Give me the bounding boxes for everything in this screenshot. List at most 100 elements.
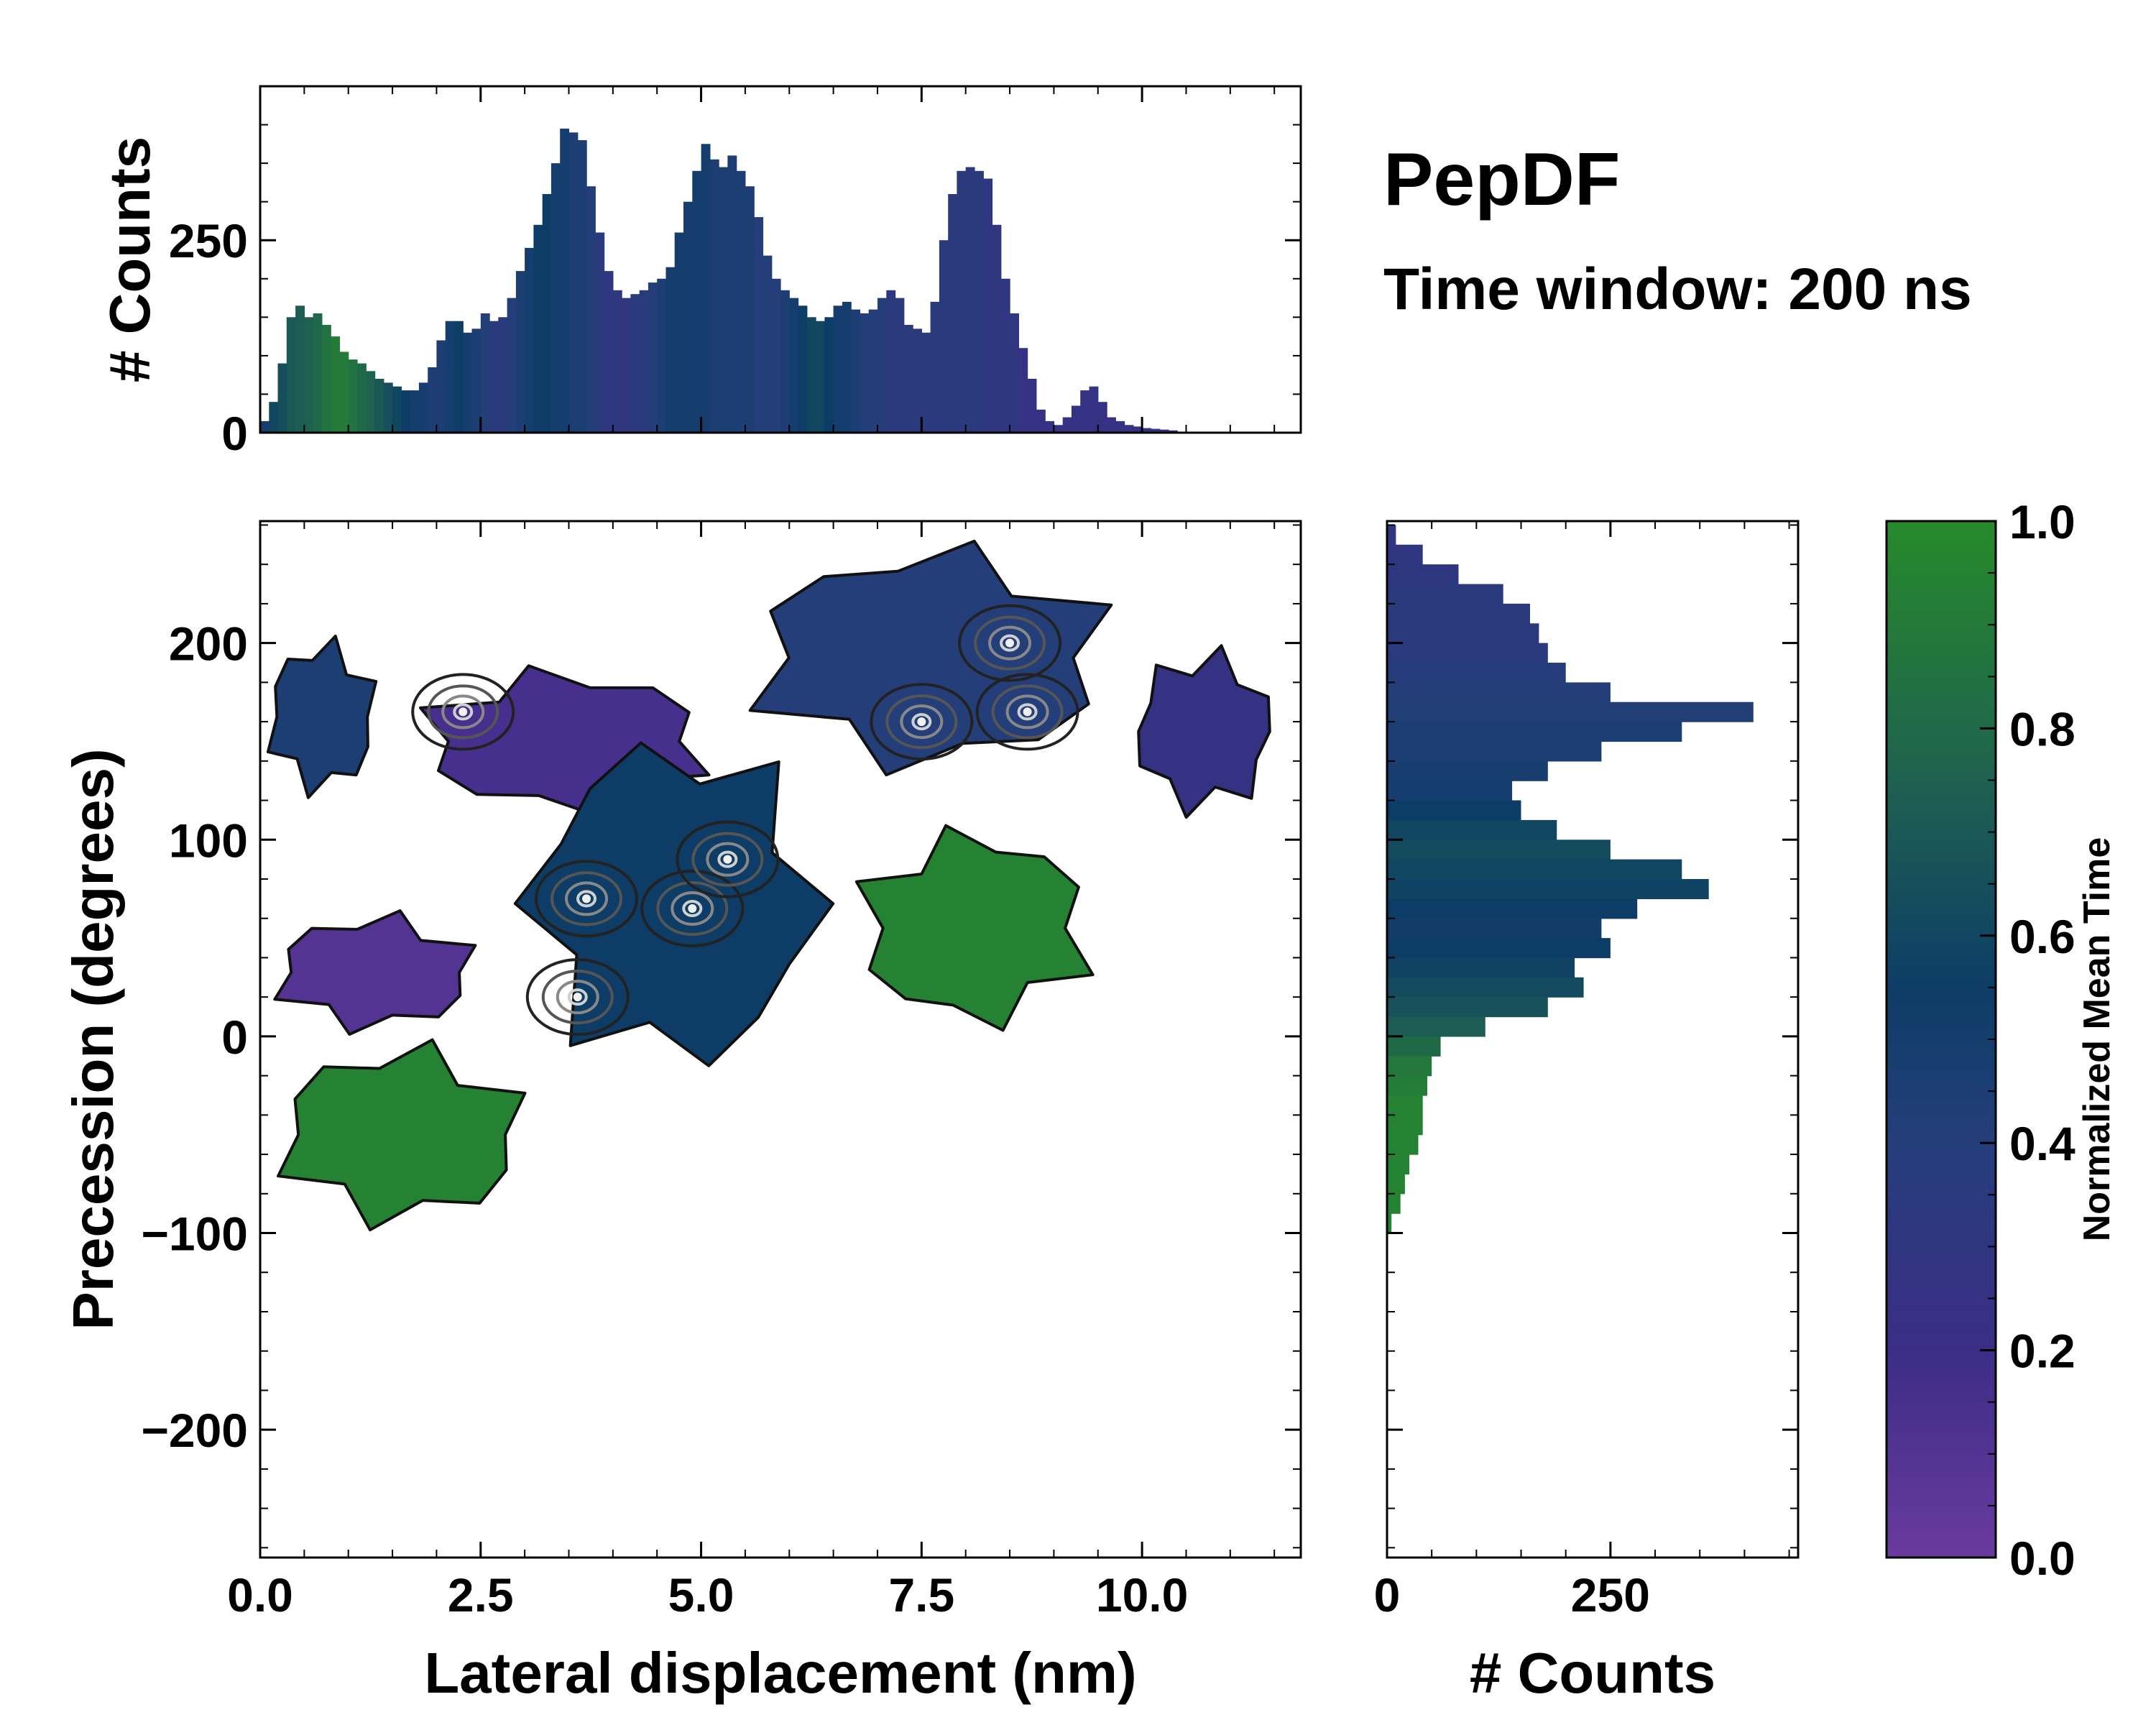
- top-histogram-bar: [1107, 417, 1116, 433]
- top-histogram-bar: [957, 170, 967, 433]
- heatmap-regions: [266, 539, 1271, 1232]
- top-histogram-bar: [622, 298, 631, 433]
- top-histogram-bar: [515, 271, 525, 433]
- top-histogram-bar: [1097, 402, 1107, 433]
- density-contour: [911, 713, 932, 731]
- density-peak: [1005, 638, 1015, 648]
- top-histogram-bars: [260, 128, 1178, 433]
- top-histogram-bar: [1151, 428, 1161, 433]
- top-histogram-bar: [1036, 409, 1046, 433]
- density-contour: [885, 694, 958, 750]
- top-histogram-bar: [277, 363, 287, 433]
- top-histogram-bar: [331, 336, 341, 433]
- density-contour: [427, 684, 499, 740]
- top-histogram-bar: [1089, 386, 1099, 433]
- density-contour: [691, 832, 764, 887]
- top-histogram-bar: [992, 224, 1002, 433]
- density-contour: [556, 980, 599, 1015]
- right-histogram-bar: [1387, 1213, 1392, 1234]
- top-histogram-bar: [1027, 379, 1037, 433]
- top-histogram-bar: [1010, 313, 1019, 433]
- right-histogram-bar: [1387, 760, 1548, 781]
- top-histogram-bar: [612, 290, 622, 433]
- main-ytick-label: −200: [141, 1404, 248, 1457]
- top-histogram-bar: [851, 309, 861, 433]
- right-histogram-bar: [1387, 1075, 1427, 1096]
- right-histogram-bar: [1387, 584, 1503, 604]
- colorbar-tick-labels: 0.0 0.2 0.4 0.6 0.8 1.0: [2009, 495, 2076, 1585]
- top-histogram-bar: [507, 298, 517, 433]
- density-contour: [640, 870, 745, 948]
- top-histogram-bar: [745, 186, 755, 433]
- top-histogram-bar: [877, 298, 887, 433]
- main-xtick-label: 0.0: [227, 1568, 293, 1622]
- top-histogram-bar: [719, 167, 728, 433]
- top-histogram-bar: [692, 170, 702, 433]
- density-contour: [671, 891, 714, 926]
- top-histogram-bar: [674, 232, 684, 433]
- density-contour: [1005, 694, 1049, 730]
- top-histogram-bar: [480, 313, 490, 433]
- density-peak: [688, 904, 697, 914]
- colorbar-tick-label: 0.4: [2009, 1117, 2076, 1170]
- density-contour: [1017, 703, 1038, 721]
- right-xtick-label: 250: [1571, 1568, 1650, 1622]
- density-contour: [991, 684, 1064, 740]
- top-histogram-bar: [665, 267, 676, 433]
- density-contour: [1000, 634, 1021, 652]
- top-histogram-bar: [498, 317, 508, 433]
- main-xtick-labels: 0.0 2.5 5.0 7.5 10.0: [227, 1568, 1188, 1622]
- right-histogram-bar: [1387, 957, 1575, 978]
- right-histogram-bar: [1387, 603, 1530, 624]
- top-histogram-bar: [1115, 420, 1125, 433]
- top-histogram-bar: [568, 132, 579, 433]
- top-histogram-bar: [313, 313, 323, 433]
- top-histogram-bar: [913, 328, 922, 433]
- colorbar-tick-label: 0.2: [2009, 1325, 2076, 1378]
- heatmap-region-right-green-cluster: [854, 824, 1095, 1032]
- top-histogram-bar: [771, 278, 781, 433]
- top-histogram-bar: [1071, 405, 1081, 433]
- density-contour: [717, 850, 738, 868]
- top-histogram-bar: [1124, 425, 1134, 433]
- top-histogram-bar: [868, 309, 878, 433]
- top-histogram-bar: [886, 290, 896, 433]
- top-histogram-bar: [736, 170, 746, 433]
- top-histogram-bar: [921, 332, 931, 433]
- top-histogram-bar: [975, 170, 984, 433]
- colorbar-tick-label: 0.8: [2009, 702, 2076, 755]
- right-histogram-bar: [1387, 1056, 1432, 1077]
- top-histogram-bar: [860, 313, 870, 433]
- colorbar-tick-label: 1.0: [2009, 495, 2076, 548]
- top-ytick-label: 0: [221, 407, 248, 460]
- density-peak: [573, 993, 582, 1002]
- top-histogram-bar: [533, 224, 543, 433]
- main-heatmap-frame: [259, 520, 1302, 1559]
- top-histogram-bar: [428, 367, 438, 433]
- right-histogram-bar: [1387, 544, 1423, 565]
- top-histogram-bar: [595, 232, 605, 433]
- top-histogram-bar: [780, 290, 790, 433]
- top-histogram-bar: [401, 390, 411, 433]
- chart-subtitle: Time window: 200 ns: [1383, 257, 1972, 322]
- colorbar-ticks: [1980, 520, 1996, 1559]
- top-ytick-label: 250: [169, 214, 248, 267]
- top-histogram-bar: [321, 325, 331, 433]
- top-histogram-bar: [1018, 348, 1028, 433]
- main-xlabel: Lateral displacement (nm): [424, 1641, 1136, 1705]
- density-contour: [441, 694, 485, 730]
- right-histogram-bar: [1387, 722, 1682, 742]
- right-histogram-bar: [1387, 898, 1638, 919]
- main-xtick-label: 5.0: [668, 1568, 734, 1622]
- top-histogram-bar: [560, 128, 570, 433]
- right-histogram-bar: [1387, 800, 1521, 821]
- main-ytick-label: 200: [169, 617, 248, 671]
- right-histogram-ticks: [1386, 521, 1798, 1558]
- density-contour: [958, 604, 1062, 682]
- right-histogram-bar: [1387, 997, 1548, 1018]
- density-contour: [453, 703, 474, 721]
- density-contour: [974, 615, 1046, 671]
- top-histogram-bar: [471, 328, 482, 433]
- right-histogram-bar: [1387, 1134, 1419, 1155]
- top-histogram-bar: [577, 140, 587, 433]
